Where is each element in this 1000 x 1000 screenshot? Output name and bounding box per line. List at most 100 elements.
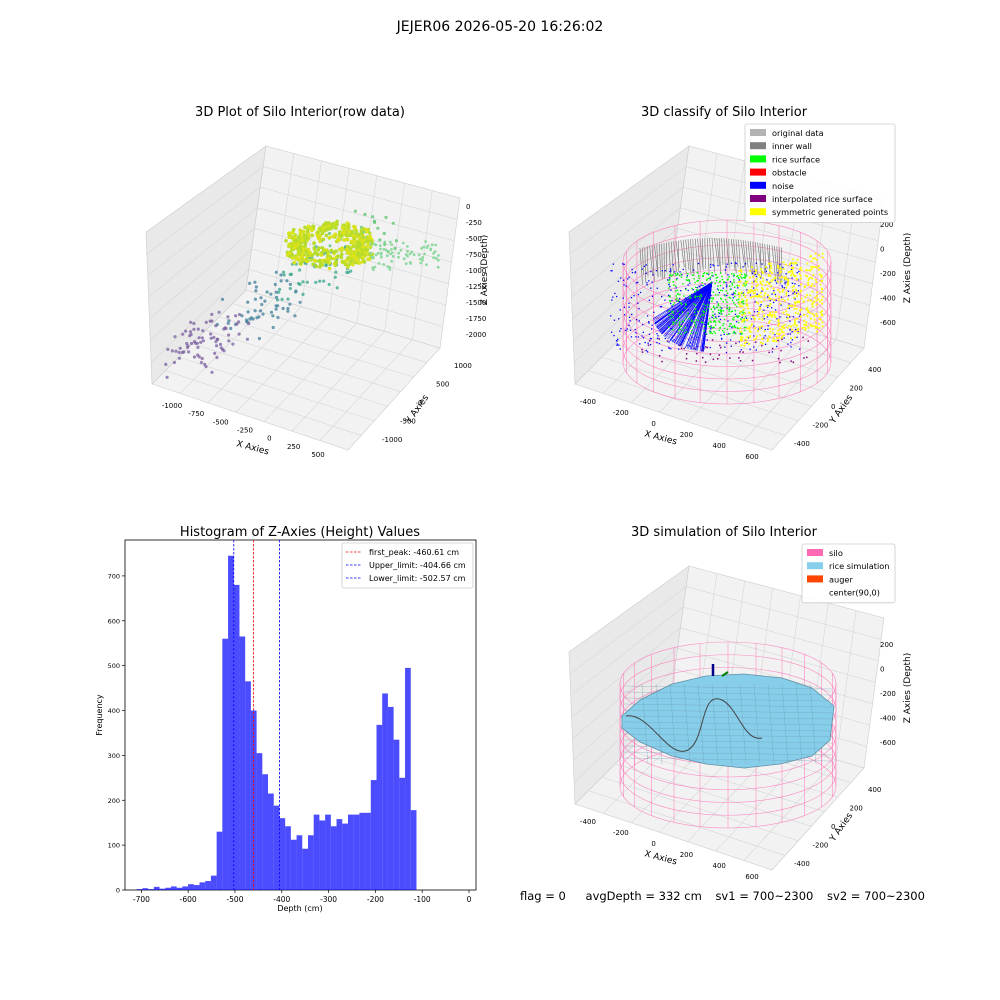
raw-data-point	[424, 240, 427, 243]
symmetric-point	[803, 286, 806, 289]
symmetric-point	[818, 327, 821, 329]
noise-point	[618, 318, 620, 320]
inner-wall-line	[738, 239, 742, 272]
raw-data-point	[325, 227, 329, 232]
rice-surface-point	[725, 290, 727, 292]
raw-data-point	[408, 261, 412, 264]
symmetric-point	[741, 305, 744, 308]
panel1-xtick: 250	[287, 443, 300, 451]
rice-surface-point	[729, 323, 731, 325]
rice-surface-point	[744, 277, 746, 279]
raw-data-point	[419, 261, 423, 265]
noise-point	[753, 270, 755, 273]
noise-point	[780, 296, 783, 298]
raw-data-point	[334, 259, 338, 264]
symmetric-point	[797, 329, 799, 332]
symmetric-point	[774, 295, 777, 298]
rice-surface-point	[704, 307, 706, 309]
raw-data-point	[300, 259, 305, 264]
symmetric-point	[796, 278, 799, 281]
avg-depth-text: avgDepth = 332 cm	[585, 889, 702, 903]
raw-data-point	[314, 280, 318, 284]
raw-data-point	[196, 327, 200, 331]
symmetric-point	[770, 285, 772, 288]
histogram-bar	[330, 826, 337, 890]
symmetric-point	[810, 260, 813, 263]
raw-data-point	[318, 258, 322, 263]
noise-point	[727, 333, 730, 335]
noise-point	[781, 286, 784, 288]
noise-point	[712, 275, 714, 277]
rice-surface-point	[723, 322, 725, 325]
grid-line	[291, 331, 385, 432]
raw-data-point	[355, 252, 360, 256]
raw-data-point	[317, 246, 321, 250]
rice-surface-point	[726, 328, 729, 331]
rice-surface-point	[720, 272, 722, 274]
panel1-ytick: 500	[436, 381, 449, 389]
inner-wall-line	[726, 238, 730, 265]
noise-point	[635, 336, 637, 338]
raw-data-point	[317, 237, 322, 241]
noise-point	[750, 318, 753, 320]
noise-point	[658, 342, 661, 345]
symmetric-point	[783, 323, 786, 326]
histogram-bar	[296, 835, 303, 890]
noise-point	[623, 306, 626, 308]
histogram-bar	[142, 888, 149, 890]
raw-data-point	[279, 279, 283, 283]
raw-data-point	[346, 245, 351, 249]
raw-data-point	[253, 309, 257, 313]
rice-surface-point	[702, 321, 704, 324]
panel4-xtick: 600	[745, 873, 758, 881]
raw-data-point	[360, 235, 365, 239]
raw-data-point	[420, 247, 424, 250]
panel4-zlabel: Z Axies (Depth)	[903, 653, 913, 724]
symmetric-point	[797, 332, 799, 334]
symmetric-point	[764, 266, 767, 269]
rice-surface-point	[686, 276, 688, 279]
noise-point	[793, 291, 796, 293]
grid-line	[571, 627, 681, 718]
rice-surface-point	[674, 272, 676, 275]
rice-surface-point	[725, 314, 728, 317]
rice-surface-point	[740, 318, 742, 320]
symmetric-point	[820, 276, 823, 278]
noise-point	[634, 271, 637, 273]
symmetric-point	[751, 266, 753, 268]
noise-point	[786, 316, 788, 318]
raw-data-point	[288, 302, 292, 306]
symmetric-point	[745, 300, 748, 303]
raw-data-point	[347, 262, 351, 267]
raw-data-point	[357, 242, 362, 246]
symmetric-point	[748, 343, 750, 345]
rice-surface-point	[719, 321, 721, 323]
raw-data-point	[286, 309, 290, 313]
raw-data-point	[301, 292, 305, 296]
raw-data-point	[369, 251, 373, 255]
symmetric-point	[769, 312, 772, 314]
inner-wall-line	[735, 239, 739, 267]
rice-surface-point	[745, 283, 748, 286]
panel1-xtick: -750	[188, 410, 204, 418]
symmetric-point	[751, 281, 754, 284]
symmetric-point	[746, 291, 749, 294]
rice-surface-point	[675, 322, 677, 324]
symmetric-point	[763, 294, 766, 297]
symmetric-point	[791, 304, 794, 307]
rice-surface-point	[703, 325, 706, 328]
rice-surface-point	[675, 274, 677, 276]
rice-surface-point	[740, 276, 742, 278]
noise-point	[791, 277, 793, 279]
symmetric-point	[741, 336, 744, 339]
symmetric-point	[815, 281, 818, 283]
interpolated-point	[768, 351, 770, 354]
symmetric-point	[777, 266, 780, 269]
symmetric-point	[815, 299, 818, 302]
rice-surface-point	[737, 298, 740, 301]
rice-surface-point	[745, 326, 747, 329]
symmetric-point	[791, 272, 794, 275]
noise-point	[671, 305, 673, 307]
symmetric-point	[812, 324, 814, 327]
inner-wall-line	[730, 238, 736, 271]
